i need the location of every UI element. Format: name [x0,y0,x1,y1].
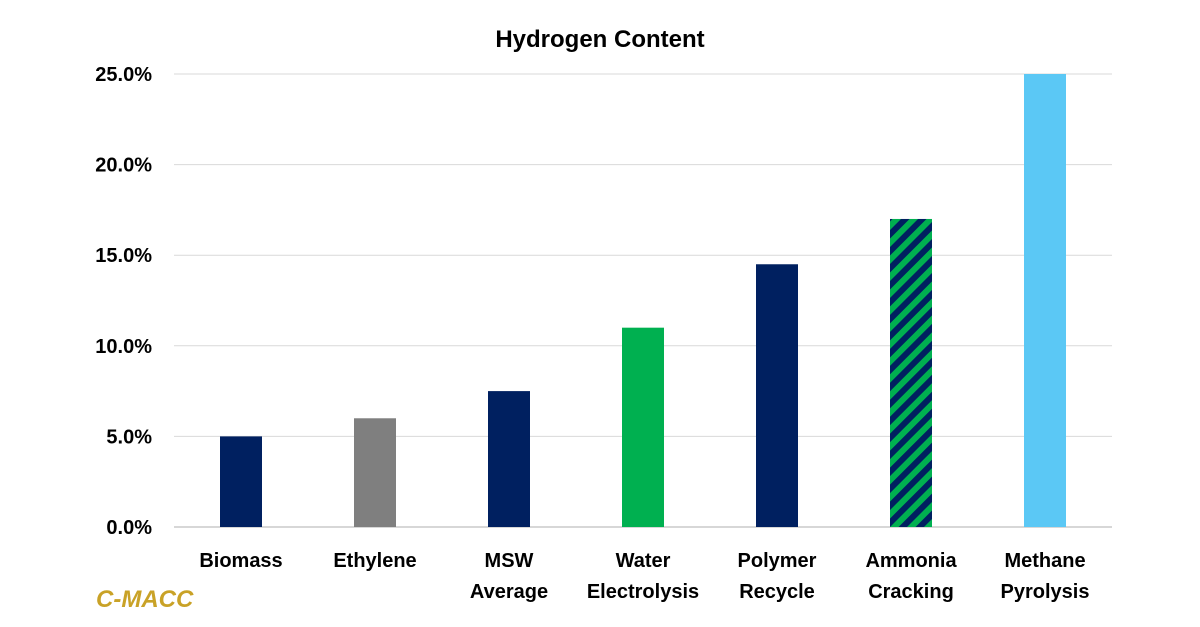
bar [890,218,932,527]
y-tick-label: 15.0% [95,245,152,267]
x-tick-label: Water Electrolysis [587,550,699,603]
bar [756,264,798,527]
y-tick-label: 10.0% [95,336,152,358]
c-macc-logo: C-MACC [96,586,194,613]
y-tick-label: 5.0% [106,426,152,448]
y-tick-label: 20.0% [95,155,152,177]
bar [622,327,664,527]
bar [1024,74,1066,527]
x-tick-label: Ammonia Cracking [865,550,957,603]
x-tick-label: Methane Pyrolysis [1001,550,1090,603]
y-tick-label: 25.0% [95,64,152,86]
x-tick-label: Polymer Recycle [738,550,817,603]
bar [220,436,262,527]
x-tick-label: Ethylene [333,550,416,572]
chart-title: Hydrogen Content [495,26,704,53]
bar [488,391,530,527]
bar [354,418,396,527]
y-tick-label: 0.0% [106,517,152,539]
x-tick-label: MSW Average [470,550,548,603]
x-tick-label: Biomass [199,550,282,572]
